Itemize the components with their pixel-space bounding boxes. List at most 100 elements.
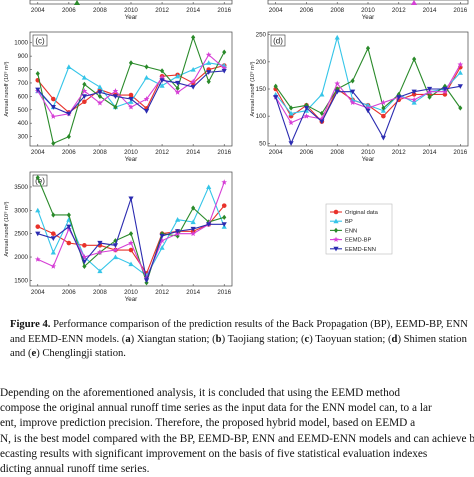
data-point — [97, 100, 103, 106]
x-tick-label: 2006 — [62, 7, 76, 14]
y-tick-label: 700 — [18, 80, 29, 87]
data-point — [175, 73, 181, 79]
x-axis-label: Year — [125, 296, 138, 303]
data-point — [143, 109, 150, 114]
x-tick-label: 2008 — [93, 149, 107, 156]
data-point — [206, 222, 212, 227]
data-point — [457, 84, 463, 89]
data-point — [381, 113, 386, 119]
data-point — [35, 231, 41, 237]
x-tick-label: 2010 — [124, 289, 138, 296]
x-tick-label: 2006 — [62, 149, 76, 156]
data-point — [97, 240, 103, 246]
data-point — [334, 89, 340, 95]
data-point — [175, 229, 181, 234]
data-point — [35, 70, 40, 77]
data-point — [303, 113, 310, 119]
y-axis-label: Annual runoff (10⁸ m³) — [249, 61, 256, 116]
chart-panel-e: 2004 2006 2008 2010 2012 2014 2016 Year 1500 2000… — [3, 171, 233, 303]
data-point — [190, 84, 196, 90]
data-point — [51, 140, 56, 146]
x-tick-label: 2016 — [217, 7, 231, 14]
data-point — [319, 110, 324, 117]
data-point — [365, 45, 371, 51]
x-tick-label: 2008 — [93, 7, 107, 14]
data-point — [66, 224, 72, 230]
body-paragraph: Depending on the aforementioned analysis… — [0, 386, 474, 477]
data-point — [35, 175, 40, 181]
caption-a: a — [125, 333, 131, 345]
data-point — [143, 75, 150, 80]
data-point — [365, 105, 371, 111]
data-point — [191, 34, 196, 40]
y-tick-label: 200 — [256, 59, 267, 66]
data-point — [288, 141, 294, 146]
x-tick-label: 2006 — [62, 289, 76, 296]
data-point — [222, 214, 227, 220]
data-point — [159, 237, 165, 244]
data-point — [457, 70, 463, 75]
data-point — [206, 60, 212, 65]
data-point — [82, 81, 87, 87]
data-point — [457, 61, 464, 67]
x-tick-label: 2010 — [361, 149, 375, 156]
figure-caption: Figure 4. Performance comparison of the … — [10, 318, 470, 362]
data-point — [112, 94, 119, 99]
data-point — [334, 80, 341, 86]
caption-text-a: ) Xiangtan station; ( — [130, 333, 216, 345]
data-point — [319, 119, 325, 125]
x-axis-label: Year — [362, 156, 375, 163]
data-point — [128, 60, 134, 66]
x-tick-label: 2004 — [269, 149, 283, 156]
y-tick-label: 600 — [18, 93, 29, 100]
data-point — [191, 205, 196, 211]
x-tick-label: 2010 — [124, 149, 138, 156]
data-point — [350, 78, 355, 84]
x-tick-label: 2014 — [186, 7, 200, 14]
data-point — [112, 243, 119, 248]
data-point — [51, 231, 56, 236]
chart-panel-a: 2004 2006 2008 2010 2012 2014 2016 Year — [29, 0, 233, 21]
data-point — [350, 89, 356, 95]
data-point — [97, 268, 103, 274]
data-point — [303, 105, 310, 111]
data-point — [112, 247, 119, 253]
data-point — [365, 108, 371, 114]
x-axis-label: Year — [362, 14, 375, 21]
data-point — [288, 119, 294, 126]
series-line-enn — [37, 35, 225, 145]
legend-marker — [333, 218, 339, 224]
panel-letter-text: (c) — [35, 37, 45, 46]
y-tick-label: 1500 — [14, 277, 28, 284]
legend: Original data BP ENN EEMD-BP EEMD-ENN — [325, 203, 393, 255]
data-point — [190, 78, 197, 85]
x-tick-label: 2014 — [186, 289, 200, 296]
data-point — [349, 99, 356, 105]
y-tick-label: 2500 — [14, 231, 28, 238]
data-point — [190, 219, 196, 225]
data-point — [412, 56, 417, 62]
x-tick-label: 2014 — [423, 149, 437, 156]
data-point — [113, 104, 118, 110]
data-point — [128, 196, 134, 202]
data-point — [221, 203, 227, 208]
data-point — [159, 83, 165, 88]
legend-item: Original data — [330, 209, 379, 216]
y-tick-label: 50 — [259, 140, 266, 147]
data-point — [50, 105, 56, 110]
y-tick-label: 2000 — [14, 254, 28, 261]
chart-panel-d: 2004 2006 2008 2010 2012 2014 2016 Year 50 100 150… — [249, 31, 469, 163]
data-point — [175, 233, 180, 239]
chart-panel-b: 2004 2006 2008 2010 2012 2014 2016 Year — [267, 0, 469, 21]
data-point — [380, 135, 386, 141]
data-point — [66, 111, 72, 117]
data-point — [411, 96, 418, 103]
data-point — [35, 207, 41, 213]
x-tick-label: 2010 — [124, 7, 138, 14]
body-line: compose the original annual runoff time … — [0, 402, 432, 415]
y-tick-label: 400 — [18, 120, 29, 127]
data-point — [190, 66, 196, 72]
body-line: N, is the best model compared with the B… — [0, 432, 474, 445]
data-point — [128, 261, 134, 267]
